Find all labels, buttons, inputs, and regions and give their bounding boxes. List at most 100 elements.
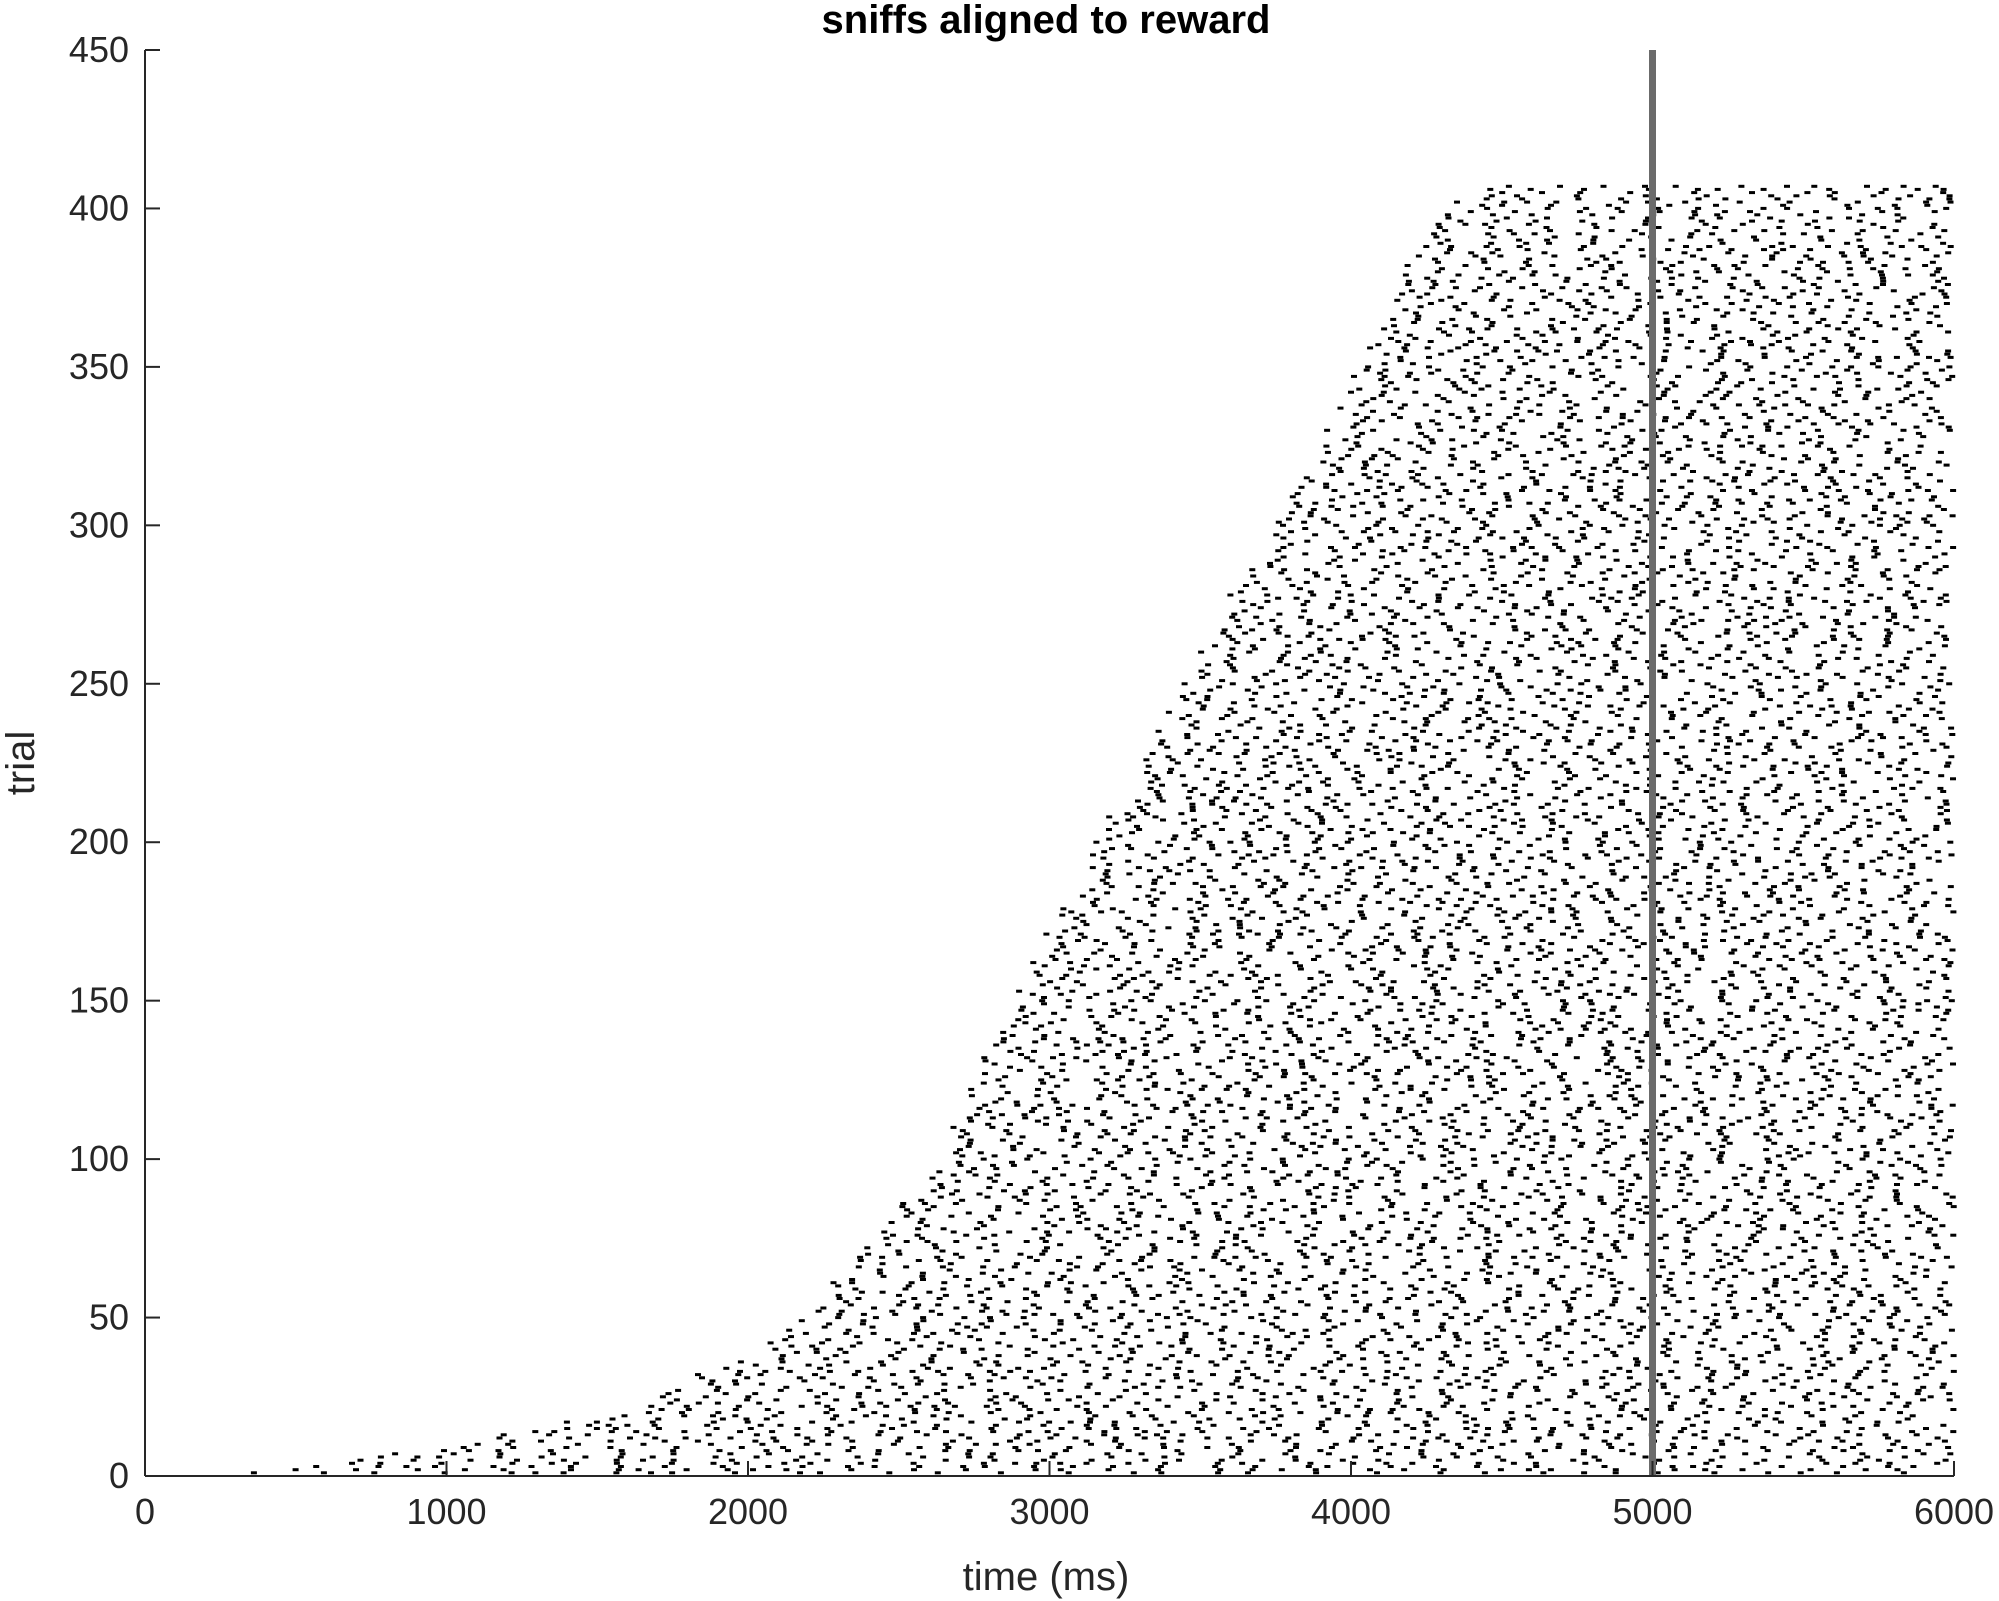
sniff-event [980, 1081, 987, 1085]
sniff-event [1559, 1008, 1566, 1012]
sniff-event [1148, 1328, 1155, 1332]
sniff-event [794, 1433, 801, 1437]
sniff-event [1448, 878, 1455, 882]
sniff-event [1614, 923, 1621, 927]
sniff-event [1950, 1205, 1957, 1209]
sniff-event [1782, 954, 1789, 958]
sniff-event [1536, 1360, 1543, 1364]
sniff-event [898, 1417, 905, 1421]
sniff-event [1409, 1461, 1416, 1465]
sniff-event [1437, 837, 1444, 841]
sniff-event [1484, 1331, 1491, 1335]
sniff-event [1089, 888, 1096, 892]
sniff-event [1618, 1408, 1625, 1411]
sniff-event [509, 1439, 516, 1443]
sniff-event [1016, 1420, 1022, 1424]
sniff-event [1668, 1408, 1675, 1411]
sniff-event [980, 1303, 987, 1307]
sniff-event [1474, 986, 1481, 990]
sniff-event [1448, 1290, 1455, 1294]
sniff-event [1896, 954, 1903, 958]
sniff-event [1508, 1411, 1515, 1415]
sniff-event [885, 1243, 892, 1247]
sniff-event [1354, 1144, 1361, 1148]
sniff-event [1739, 923, 1746, 927]
sniff-event [1579, 1141, 1586, 1145]
sniff-event [1240, 1293, 1247, 1297]
sniff-event [1773, 1084, 1780, 1088]
sniff-event [1388, 1205, 1395, 1209]
sniff-event [1300, 1252, 1307, 1256]
sniff-event [1220, 1008, 1227, 1012]
sniff-event [567, 1465, 574, 1468]
sniff-event [1672, 1205, 1678, 1209]
sniff-event [1844, 897, 1851, 901]
sniff-event [824, 1458, 831, 1462]
sniff-event [505, 1442, 512, 1446]
sniff-event [652, 1436, 659, 1440]
sniff-event [1618, 1224, 1625, 1228]
sniff-event [1686, 1056, 1693, 1060]
sniff-event [998, 1097, 1005, 1101]
sniff-event [1280, 910, 1287, 914]
sniff-event [1461, 1278, 1468, 1281]
sniff-event [1897, 1411, 1903, 1415]
sniff-event [1140, 809, 1147, 812]
sniff-event [1378, 1208, 1385, 1212]
sniff-event [1453, 1335, 1460, 1339]
sniff-event [1456, 853, 1463, 857]
sniff-event [1291, 1205, 1298, 1209]
sniff-event [1247, 1186, 1253, 1190]
sniff-event [1692, 859, 1699, 863]
sniff-event [1439, 1433, 1446, 1437]
sniff-event [1235, 1452, 1242, 1456]
sniff-event [957, 1385, 964, 1389]
sniff-event [1929, 1259, 1936, 1262]
sniff-event [1218, 1458, 1225, 1462]
sniff-event [1663, 948, 1670, 952]
sniff-event [1806, 1392, 1813, 1396]
sniff-event [1524, 1008, 1530, 1012]
sniff-event [1182, 1138, 1189, 1142]
sniff-event [1717, 904, 1724, 908]
sniff-event [1152, 1157, 1159, 1161]
sniff-event [1304, 913, 1310, 917]
sniff-event [1804, 1411, 1811, 1415]
sniff-event [1458, 1205, 1465, 1209]
sniff-event [875, 1449, 882, 1453]
sniff-event [1619, 878, 1626, 882]
sniff-event [1711, 1303, 1718, 1307]
sniff-event [1184, 1103, 1191, 1107]
sniff-event [1483, 1236, 1490, 1240]
sniff-event [635, 1468, 642, 1472]
sniff-event [1407, 1236, 1414, 1240]
sniff-event [1128, 1059, 1135, 1063]
sniff-event [1515, 1382, 1522, 1386]
sniff-event [1945, 989, 1952, 993]
sniff-event [1607, 1021, 1614, 1025]
sniff-event [1733, 1072, 1740, 1076]
sniff-event [1534, 970, 1541, 974]
sniff-event [1200, 1110, 1207, 1114]
sniff-event [1189, 1097, 1196, 1101]
sniff-event [965, 1373, 972, 1377]
sniff-event [1571, 1392, 1578, 1396]
sniff-event [1332, 1442, 1339, 1446]
sniff-event [856, 1392, 863, 1396]
sniff-event [1426, 831, 1433, 835]
sniff-event [1234, 1369, 1241, 1373]
sniff-event [1838, 1106, 1845, 1110]
sniff-event [1151, 1230, 1158, 1234]
sniff-event [1308, 929, 1315, 933]
sniff-event [891, 1382, 898, 1386]
sniff-event [1075, 1141, 1082, 1145]
sniff-event [1933, 1005, 1940, 1009]
sniff-event [1022, 1192, 1029, 1196]
sniff-event [1938, 1309, 1944, 1313]
sniff-event [1385, 891, 1391, 895]
sniff-event [1307, 989, 1314, 993]
sniff-event [1308, 809, 1315, 812]
sniff-event [1240, 900, 1247, 904]
sniff-event [900, 1347, 907, 1351]
sniff-event [1358, 1236, 1365, 1240]
